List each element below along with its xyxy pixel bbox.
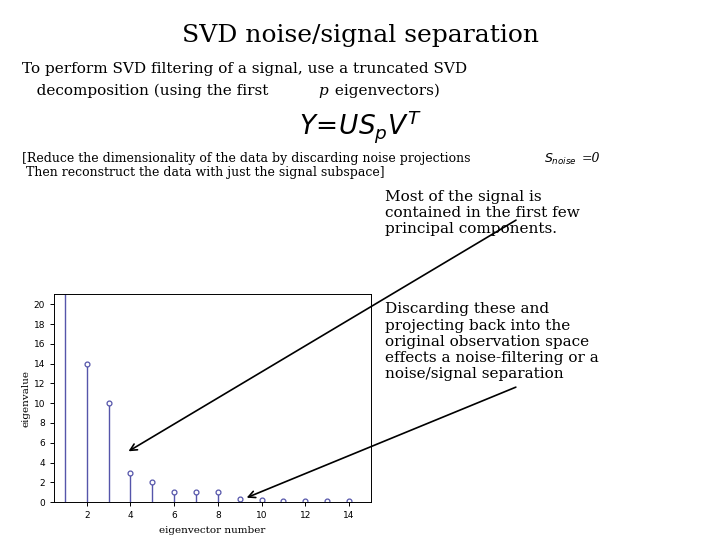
Text: Most of the signal is
contained in the first few
principal components.: Most of the signal is contained in the f… bbox=[385, 190, 580, 237]
Y-axis label: eigenvalue: eigenvalue bbox=[22, 370, 31, 427]
Text: SVD noise/signal separation: SVD noise/signal separation bbox=[181, 24, 539, 48]
Text: [Reduce the dimensionality of the data by discarding noise projections: [Reduce the dimensionality of the data b… bbox=[22, 152, 474, 165]
Text: =0: =0 bbox=[582, 152, 600, 165]
Text: To perform SVD filtering of a signal, use a truncated SVD: To perform SVD filtering of a signal, us… bbox=[22, 62, 467, 76]
Text: Then reconstruct the data with just the signal subspace]: Then reconstruct the data with just the … bbox=[22, 166, 384, 179]
Text: $S_{noise}$: $S_{noise}$ bbox=[544, 152, 577, 167]
Text: $Y\!=\!US_pV^T$: $Y\!=\!US_pV^T$ bbox=[299, 108, 421, 145]
Text: decomposition (using the first: decomposition (using the first bbox=[22, 84, 273, 98]
X-axis label: eigenvector number: eigenvector number bbox=[159, 526, 266, 535]
Text: p: p bbox=[318, 84, 328, 98]
Text: Discarding these and
projecting back into the
original observation space
effects: Discarding these and projecting back int… bbox=[385, 302, 599, 381]
Text: eigenvectors): eigenvectors) bbox=[330, 84, 440, 98]
